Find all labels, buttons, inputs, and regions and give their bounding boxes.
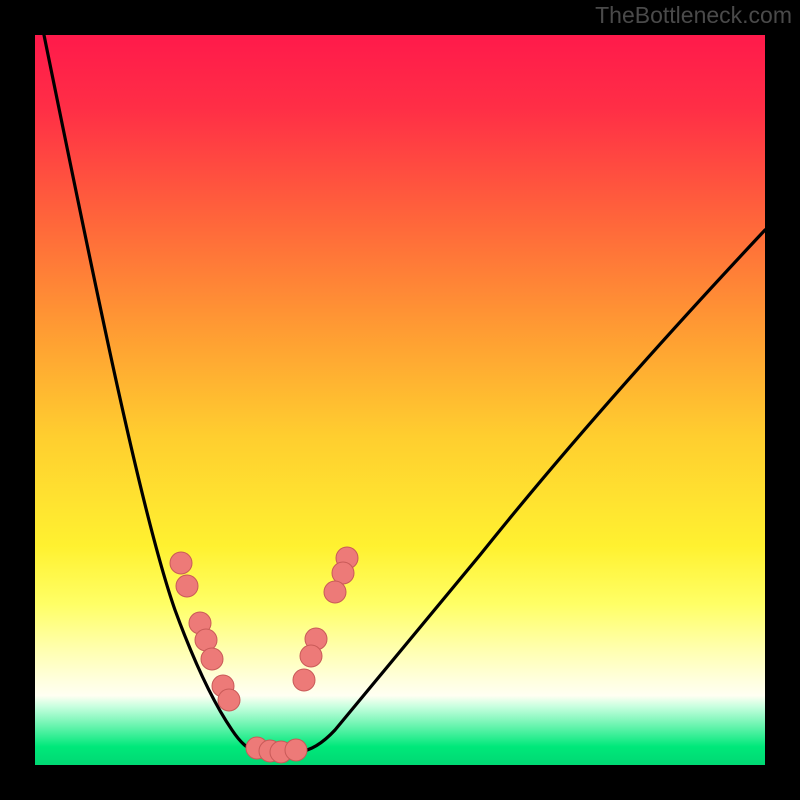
marker-point	[218, 689, 240, 711]
marker-point	[170, 552, 192, 574]
watermark-text: TheBottleneck.com	[595, 2, 792, 29]
marker-point	[324, 581, 346, 603]
chart-svg	[0, 0, 800, 800]
marker-point	[285, 739, 307, 761]
plot-area	[35, 35, 765, 765]
chart-stage: TheBottleneck.com	[0, 0, 800, 800]
marker-point	[201, 648, 223, 670]
marker-point	[176, 575, 198, 597]
marker-point	[300, 645, 322, 667]
marker-point	[293, 669, 315, 691]
